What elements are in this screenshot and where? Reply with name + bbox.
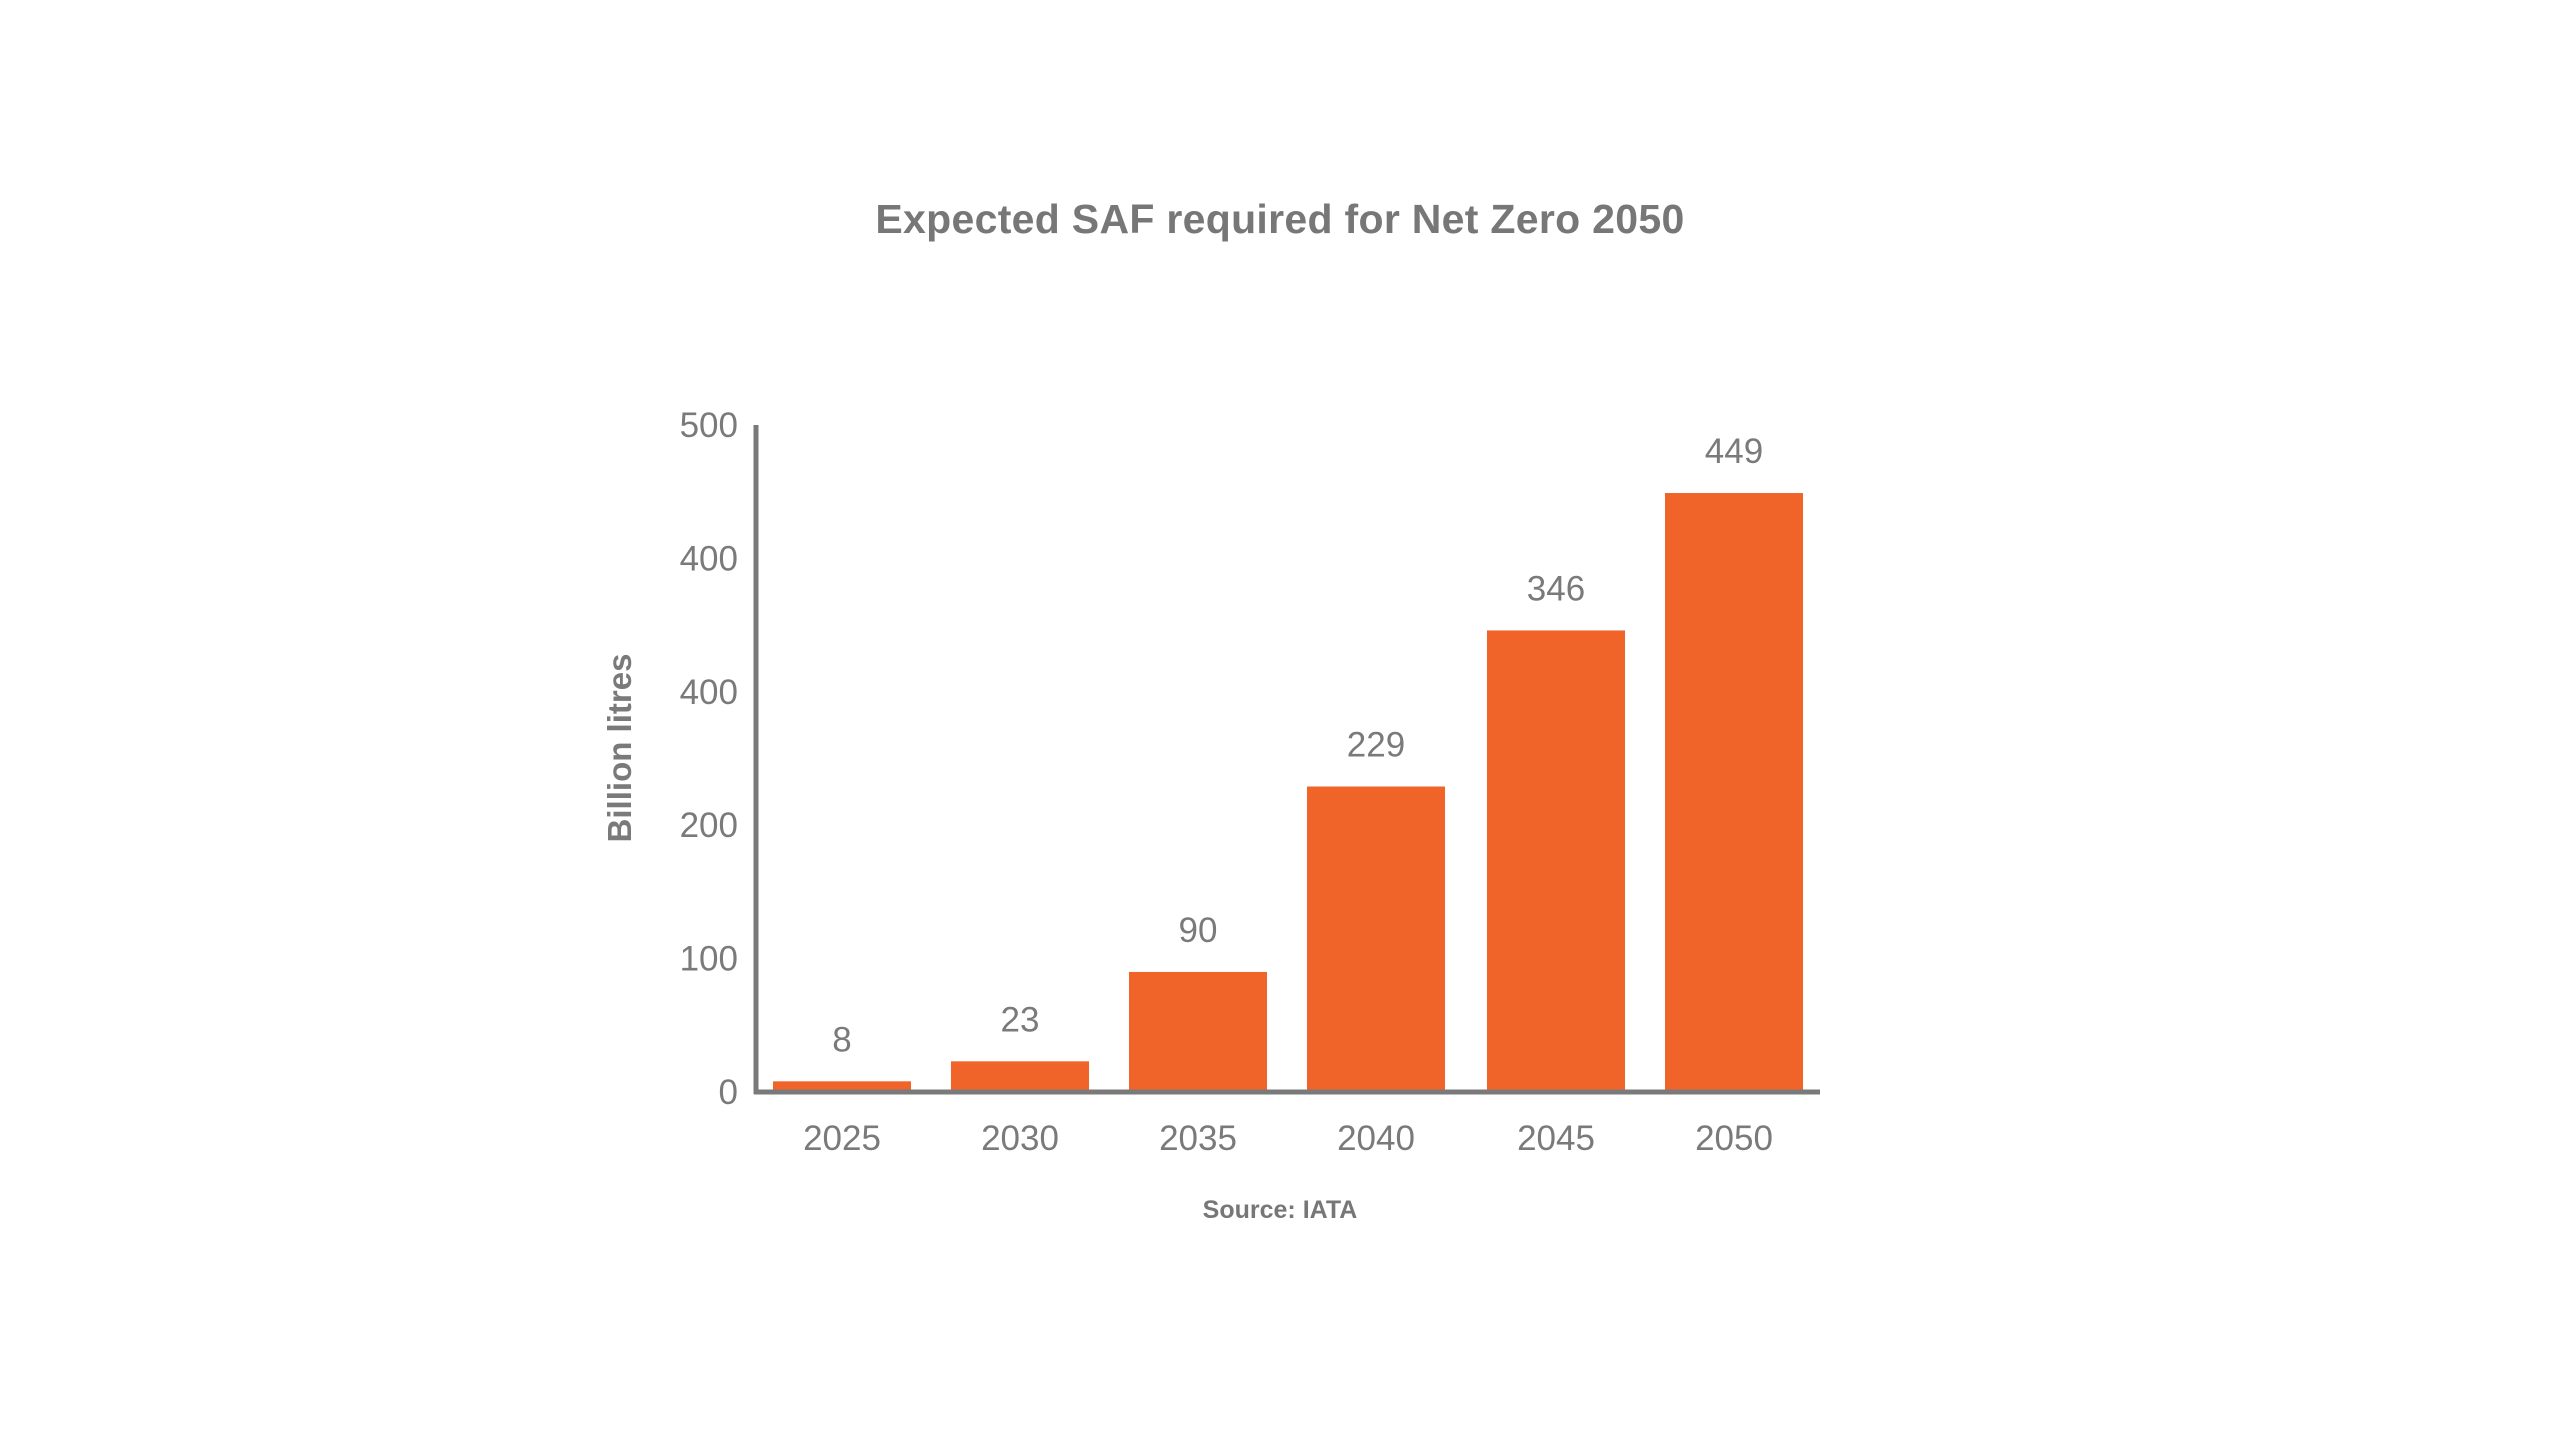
value-label-2045: 346 (1527, 569, 1585, 608)
bar-2040 (1307, 786, 1445, 1092)
bar-2035 (1129, 971, 1267, 1092)
y-tick-label-1: 100 (680, 940, 738, 979)
bar-2045 (1487, 630, 1625, 1092)
x-tick-label-2035: 2035 (1159, 1119, 1237, 1158)
bar-2050 (1665, 493, 1803, 1092)
x-tick-label-2045: 2045 (1517, 1119, 1595, 1158)
x-tick-label-2030: 2030 (981, 1119, 1059, 1158)
x-tick-label-2025: 2025 (803, 1119, 881, 1158)
y-tick-label-5: 500 (680, 406, 738, 445)
chart-title: Expected SAF required for Net Zero 2050 (875, 196, 1685, 242)
x-tick-label-2050: 2050 (1695, 1119, 1773, 1158)
value-label-2030: 23 (1001, 1000, 1040, 1039)
bar-2030 (951, 1061, 1089, 1092)
value-label-2040: 229 (1347, 726, 1405, 765)
x-tick-label-2040: 2040 (1337, 1119, 1415, 1158)
y-tick-label-2: 200 (680, 806, 738, 845)
y-tick-label-4: 400 (680, 539, 738, 578)
value-label-2025: 8 (832, 1020, 851, 1059)
bar-2025 (773, 1081, 911, 1092)
value-label-2035: 90 (1179, 911, 1218, 950)
y-tick-label-0: 0 (719, 1073, 738, 1112)
chart-source: Source: IATA (1202, 1196, 1358, 1224)
value-label-2050: 449 (1705, 432, 1763, 471)
y-tick-label-3: 400 (680, 673, 738, 712)
